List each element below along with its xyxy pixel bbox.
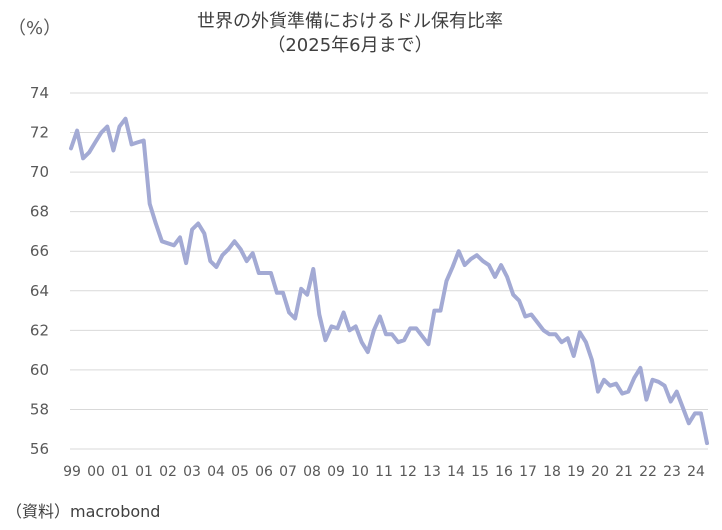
y-tick-label: 68	[30, 203, 49, 221]
source-note: （資料）macrobond	[6, 502, 161, 521]
x-tick-label: 22	[639, 464, 657, 480]
x-tick-label: 15	[471, 464, 489, 480]
y-axis-ticks: 56 58 60 62 64 66 68 70 72 74	[30, 84, 49, 458]
x-tick-label: 20	[591, 464, 609, 480]
x-tick-label: 16	[495, 464, 513, 480]
x-tick-label: 23	[663, 464, 681, 480]
x-tick-label: 01	[111, 464, 129, 480]
y-tick-label: 66	[30, 242, 49, 260]
chart-title-line2: （2025年6月まで）	[267, 35, 433, 56]
x-tick-label: 24	[687, 464, 705, 480]
line-chart: 56 58 60 62 64 66 68 70 72 74 99 00 01 01 02 03 04 05 06 0…	[30, 84, 709, 480]
series-line-0	[69, 116, 709, 446]
x-tick-label: 02	[159, 464, 177, 480]
x-tick-label: 99	[63, 464, 81, 480]
x-tick-label: 04	[207, 464, 225, 480]
y-tick-label: 60	[30, 361, 49, 379]
gridlines	[70, 92, 708, 450]
series-group	[69, 116, 709, 446]
x-tick-label: 17	[519, 464, 537, 480]
x-tick-label: 06	[255, 464, 273, 480]
y-tick-label: 70	[30, 163, 49, 181]
x-tick-label: 19	[567, 464, 585, 480]
chart-title: 世界の外貨準備におけるドル保有比率 （2025年6月まで）	[170, 10, 530, 58]
x-tick-label: 01	[135, 464, 153, 480]
x-tick-label: 21	[615, 464, 633, 480]
chart-title-line1: 世界の外貨準備におけるドル保有比率	[197, 11, 503, 32]
x-tick-label: 10	[351, 464, 369, 480]
x-tick-label: 18	[543, 464, 561, 480]
x-tick-label: 08	[303, 464, 321, 480]
x-tick-label: 00	[87, 464, 105, 480]
x-tick-label: 09	[327, 464, 345, 480]
x-tick-label: 13	[423, 464, 441, 480]
x-tick-label: 05	[231, 464, 249, 480]
x-tick-label: 11	[375, 464, 393, 480]
y-axis-unit-label: （%）	[8, 18, 62, 39]
x-tick-label: 03	[183, 464, 201, 480]
x-axis-ticks: 99 00 01 01 02 03 04 05 06 07 08 09 10 11 12 13 14 15 16 17…	[63, 464, 705, 480]
x-tick-label: 07	[279, 464, 297, 480]
y-tick-label: 62	[30, 321, 49, 339]
y-tick-label: 56	[30, 440, 49, 458]
y-tick-label: 64	[30, 282, 49, 300]
y-tick-label: 58	[30, 400, 49, 418]
y-tick-label: 74	[30, 84, 49, 102]
y-tick-label: 72	[30, 124, 49, 142]
x-tick-label: 14	[447, 464, 465, 480]
x-tick-label: 12	[399, 464, 417, 480]
